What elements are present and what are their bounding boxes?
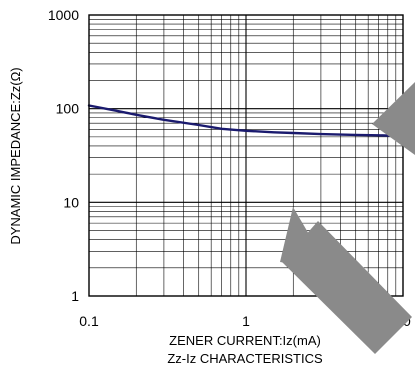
plot-frame (88, 14, 404, 297)
y-tick-label: 10 (63, 194, 79, 210)
watermark-shapes (280, 82, 415, 354)
grid-lines (89, 15, 403, 296)
x-axis-title: ZENER CURRENT:Iz(mA) (169, 333, 321, 348)
y-tick-label: 1000 (48, 7, 79, 23)
x-tick-label: 1 (242, 313, 250, 329)
y-axis-title: DYNAMIC IMPEDANCE:Zz(Ω) (8, 67, 23, 244)
series-line-0 (87, 104, 405, 138)
y-tick-label: 1 (71, 288, 79, 304)
chart-title: Zz-Iz CHARACTERISTICS (167, 351, 323, 366)
x-tick-label: 0.1 (79, 313, 99, 329)
y-tick-label: 100 (56, 101, 80, 117)
